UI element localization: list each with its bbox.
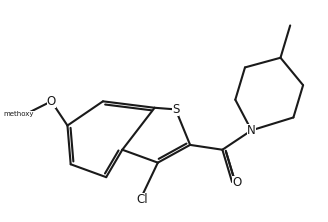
Text: O: O [47, 95, 56, 108]
Text: O: O [232, 176, 241, 188]
Text: S: S [172, 103, 179, 116]
Text: methoxy: methoxy [4, 111, 34, 117]
Text: Cl: Cl [136, 193, 148, 206]
Text: N: N [247, 124, 256, 137]
